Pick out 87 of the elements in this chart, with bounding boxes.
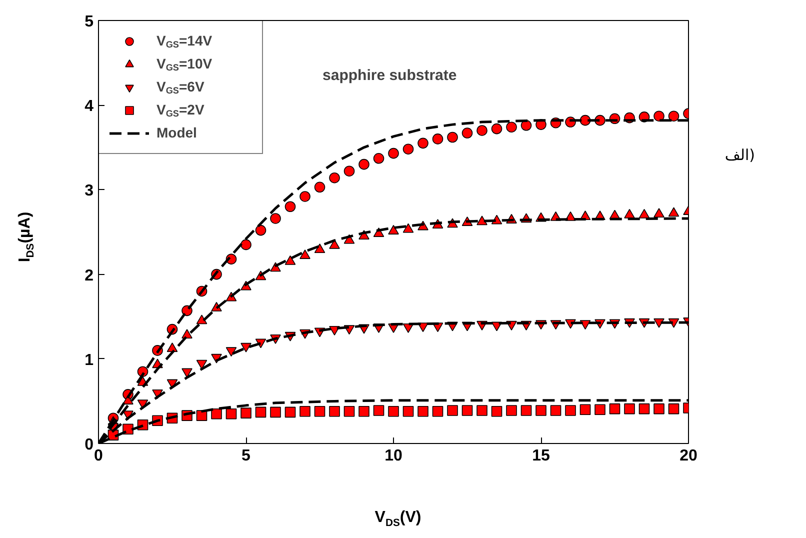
point xyxy=(624,403,635,414)
point xyxy=(550,405,562,416)
point xyxy=(418,406,428,417)
point xyxy=(196,360,208,370)
point xyxy=(402,406,414,417)
point xyxy=(329,326,340,336)
point xyxy=(654,208,664,218)
y-tick-label: 3 xyxy=(84,182,94,200)
point xyxy=(314,406,326,417)
x-tick-label: 15 xyxy=(532,448,550,464)
point xyxy=(314,182,326,193)
point xyxy=(462,405,473,416)
point xyxy=(358,406,370,417)
point xyxy=(462,128,473,138)
legend-label: Model xyxy=(156,124,197,140)
y-tick-label: 2 xyxy=(84,267,94,284)
x-tick-label: 20 xyxy=(680,448,698,464)
point xyxy=(638,208,650,218)
point xyxy=(506,122,517,132)
point xyxy=(300,250,310,259)
point xyxy=(536,405,546,416)
point xyxy=(402,223,414,233)
point xyxy=(226,347,237,357)
point xyxy=(166,342,178,352)
point xyxy=(476,216,488,226)
point xyxy=(284,201,296,212)
point xyxy=(211,408,222,420)
point xyxy=(329,172,340,184)
point xyxy=(329,239,340,249)
point xyxy=(506,405,517,416)
text: الف) xyxy=(724,145,755,166)
y-tick-label: 1 xyxy=(84,352,94,369)
point xyxy=(284,255,296,265)
point xyxy=(654,110,664,122)
point xyxy=(580,404,591,416)
point xyxy=(668,207,680,217)
point xyxy=(196,314,208,324)
point xyxy=(240,239,252,250)
point xyxy=(624,208,635,218)
point xyxy=(255,406,266,418)
point xyxy=(388,224,399,234)
point xyxy=(373,153,384,164)
point xyxy=(402,144,414,154)
point xyxy=(668,403,680,414)
x-tick-label: 5 xyxy=(242,448,251,464)
point xyxy=(344,166,355,176)
point xyxy=(520,405,532,416)
point xyxy=(240,408,252,418)
point xyxy=(344,406,355,417)
point xyxy=(255,224,266,236)
y-tick-label: 4 xyxy=(84,98,94,116)
annotation: sapphire substrate xyxy=(322,67,457,84)
point xyxy=(520,120,532,131)
point xyxy=(240,342,252,352)
x-tick-label: 10 xyxy=(384,448,402,464)
point xyxy=(447,405,458,416)
y-tick-label: 5 xyxy=(84,14,94,30)
y-tick-label: 0 xyxy=(84,436,94,454)
point xyxy=(418,138,428,149)
point xyxy=(432,406,444,417)
point xyxy=(182,368,192,378)
point xyxy=(300,406,310,417)
point xyxy=(654,318,664,328)
point xyxy=(300,191,310,202)
x-axis-title: V$_{DS}$(V) xyxy=(374,508,422,532)
point xyxy=(388,148,399,159)
point xyxy=(226,408,237,420)
point xyxy=(594,404,606,416)
point xyxy=(491,406,502,417)
point xyxy=(329,406,340,417)
point xyxy=(432,134,444,144)
point xyxy=(314,244,326,254)
point xyxy=(270,213,281,224)
point xyxy=(447,132,458,143)
point xyxy=(358,158,370,170)
point xyxy=(654,403,664,414)
point xyxy=(668,110,680,122)
point xyxy=(609,403,620,414)
point xyxy=(491,123,502,134)
point xyxy=(476,125,488,136)
point xyxy=(565,405,576,416)
point xyxy=(270,406,281,418)
point xyxy=(373,405,384,416)
point xyxy=(476,405,488,416)
point xyxy=(638,403,650,414)
point xyxy=(388,406,399,417)
point xyxy=(284,406,296,418)
